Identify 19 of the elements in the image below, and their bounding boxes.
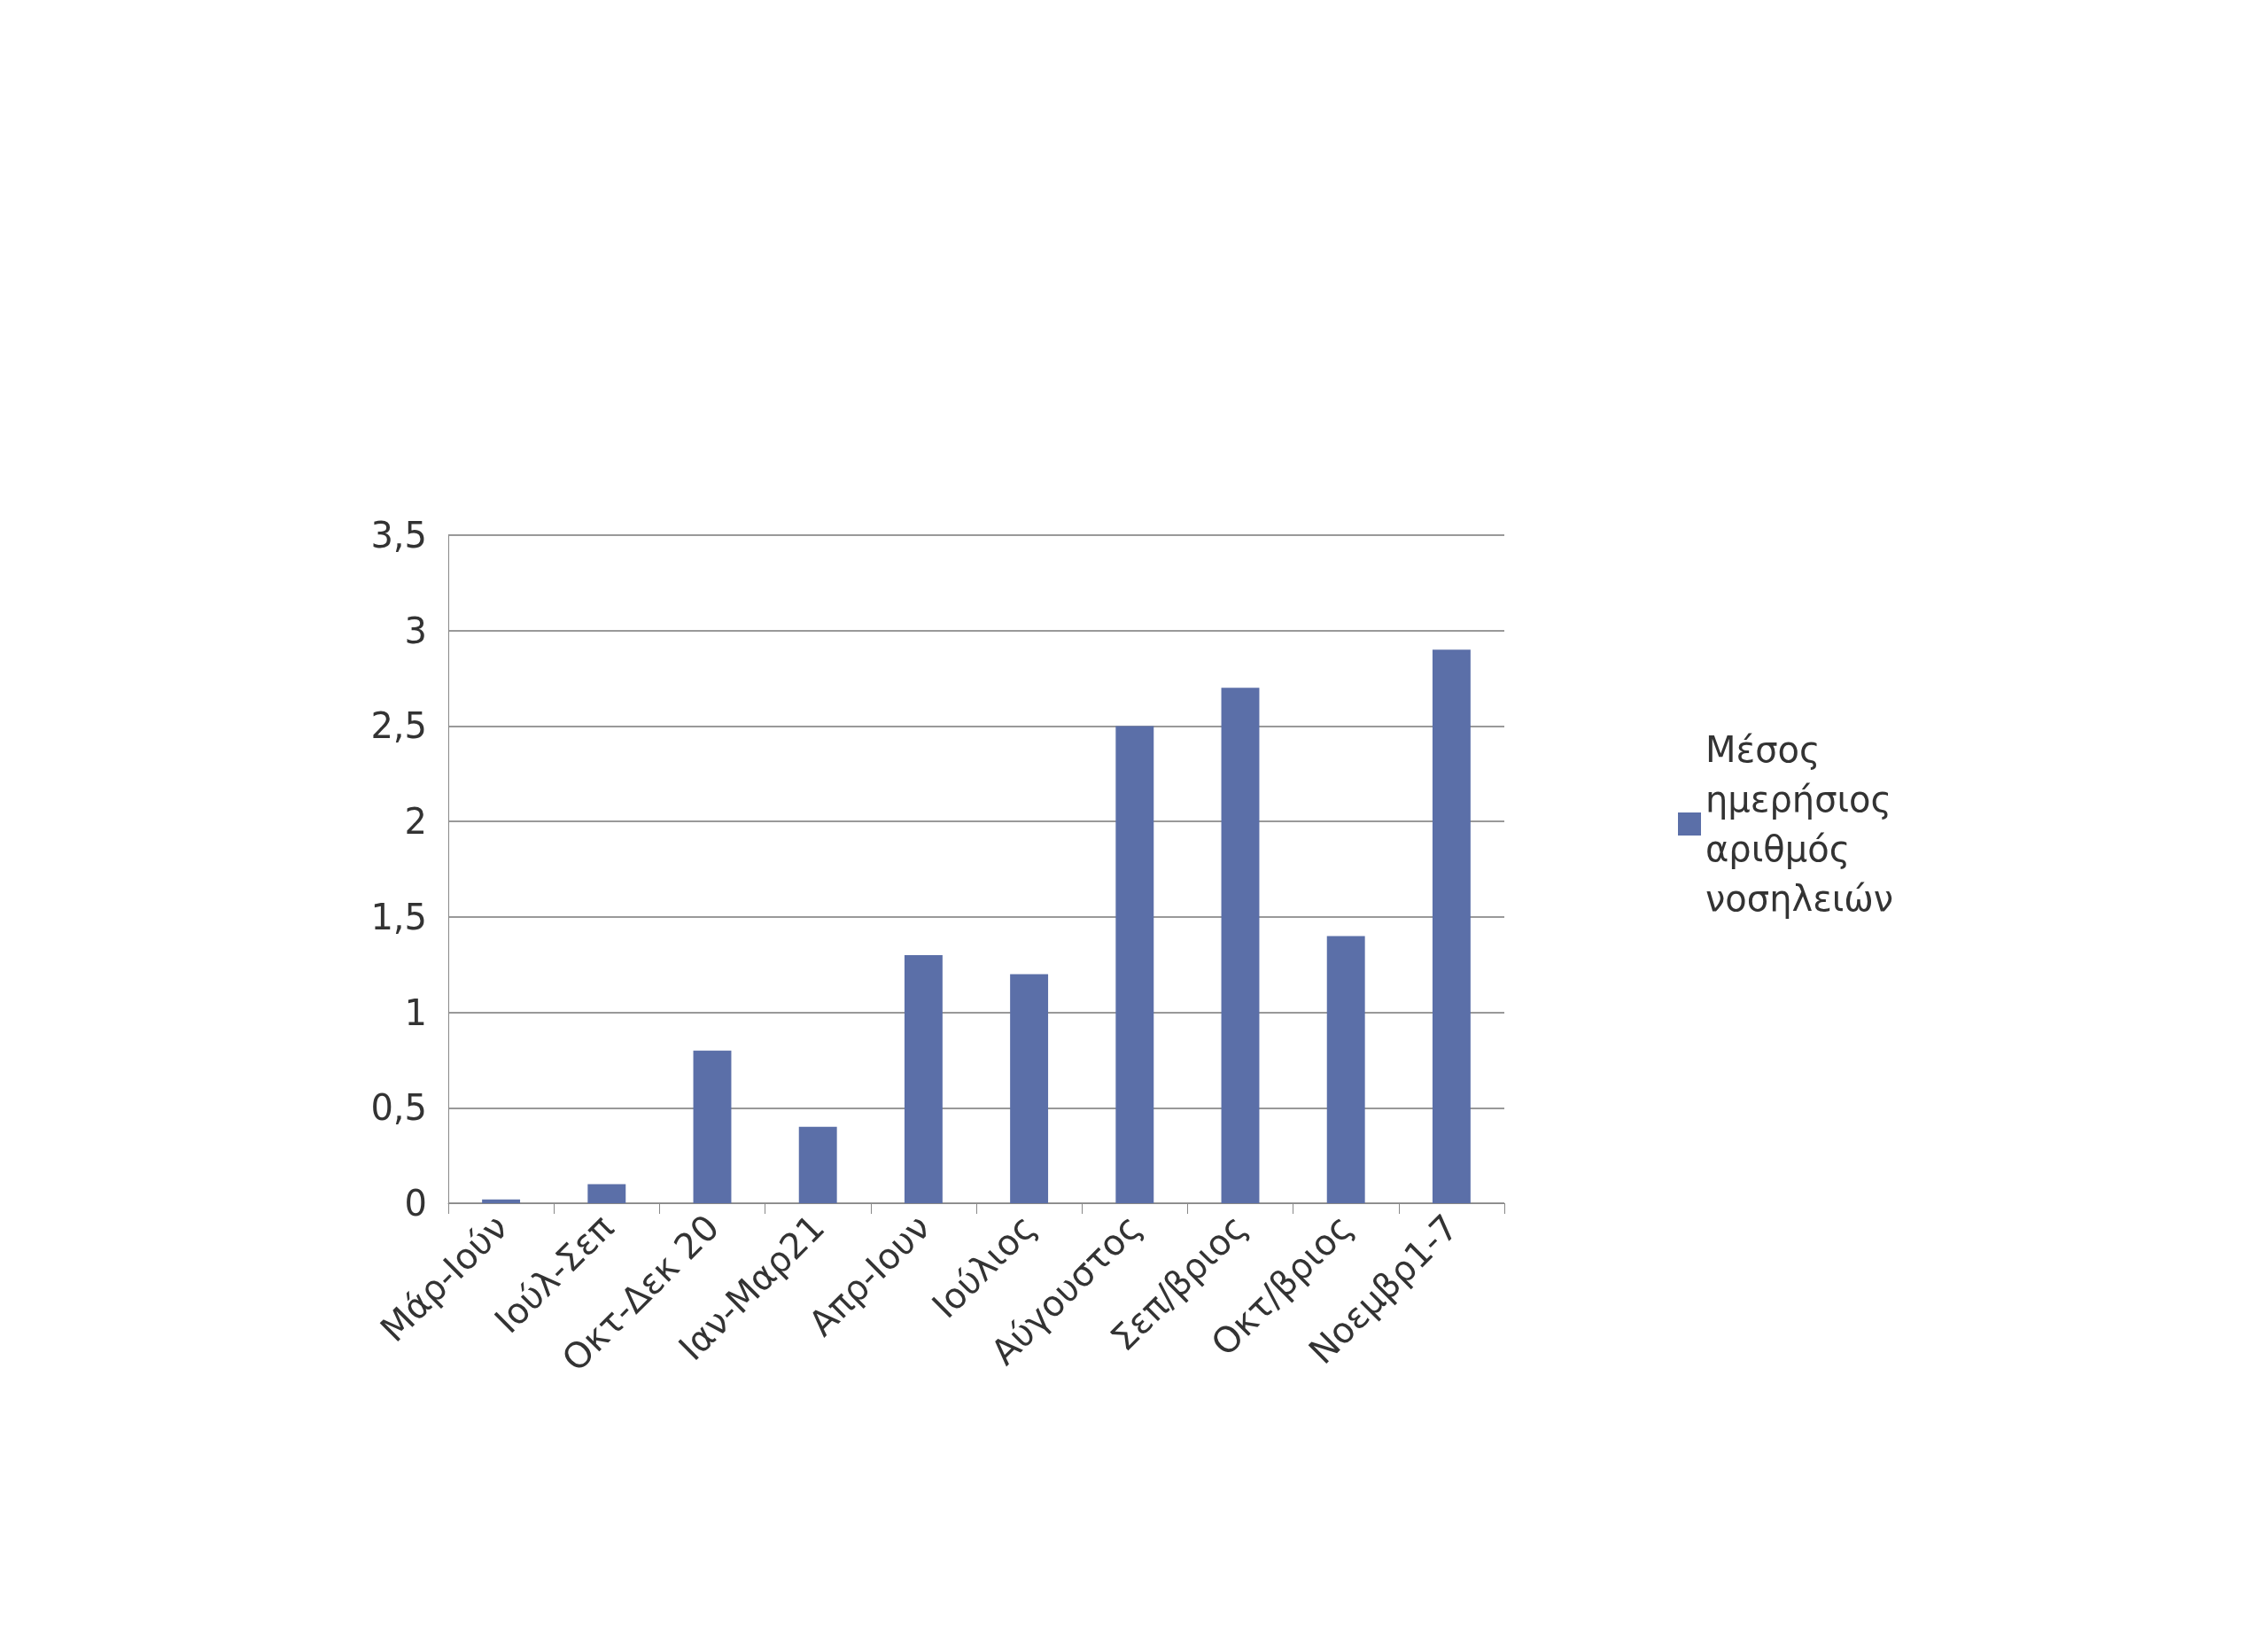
bar — [587, 1184, 626, 1203]
y-tick-label: 2,5 — [370, 705, 427, 747]
y-tick-label: 0,5 — [370, 1087, 427, 1129]
y-tick-label: 1,5 — [370, 896, 427, 937]
y-tick-label: 0 — [404, 1183, 427, 1224]
y-tick-label: 3 — [404, 610, 427, 651]
y-tick-label: 2 — [404, 801, 427, 843]
bar — [693, 1050, 732, 1203]
bar — [482, 1199, 521, 1203]
bar — [904, 954, 943, 1203]
y-tick-label: 3,5 — [370, 515, 427, 556]
bar — [1221, 688, 1260, 1203]
legend-label: Μέσος ημερήσιος αριθμός νοσηλειών — [1705, 729, 1903, 919]
bar — [1115, 726, 1154, 1203]
bar — [1010, 974, 1049, 1203]
bar — [798, 1126, 837, 1203]
bar — [1432, 649, 1471, 1203]
bar — [1326, 936, 1365, 1203]
y-tick-label: 1 — [404, 991, 427, 1033]
